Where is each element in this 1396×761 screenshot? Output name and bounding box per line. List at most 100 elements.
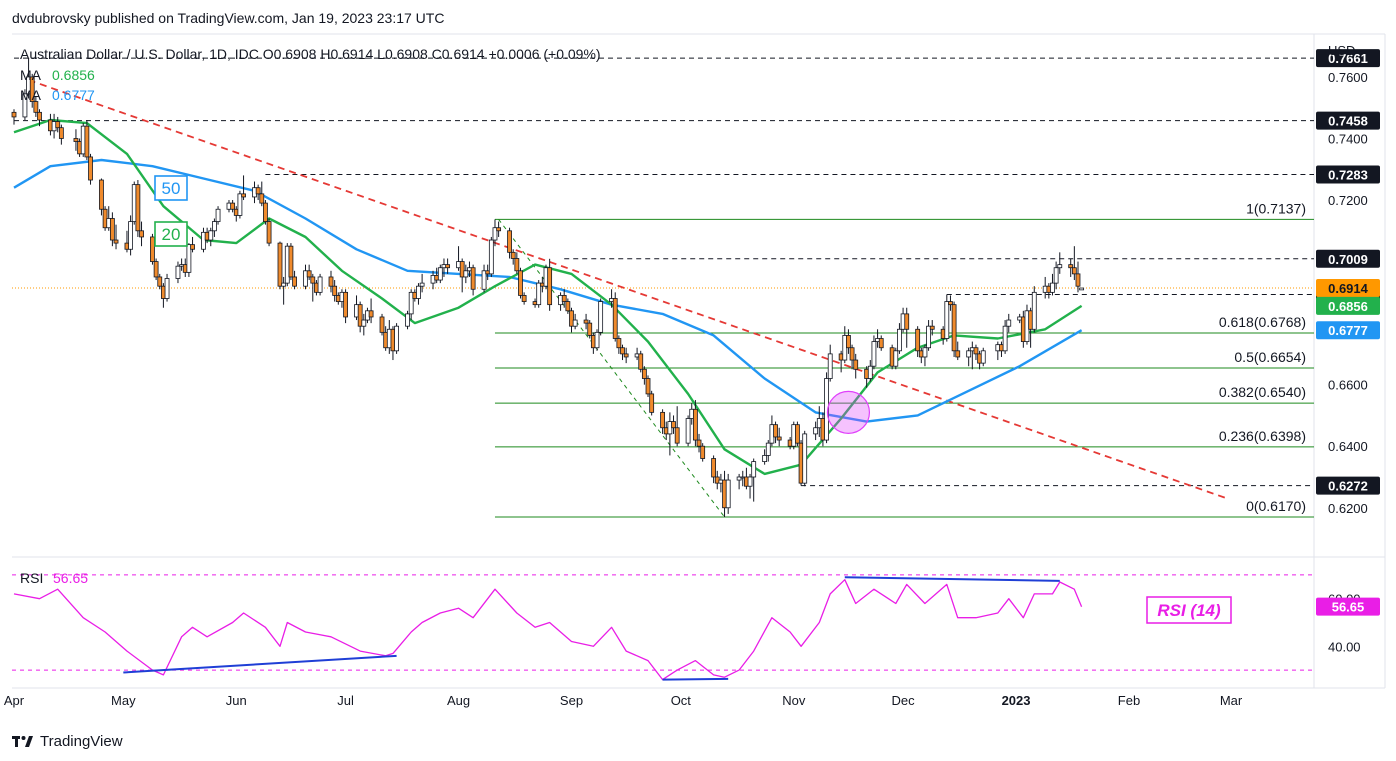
price-tag-text: 0.6856 <box>1328 299 1368 314</box>
candle <box>33 96 39 117</box>
candle-body <box>288 245 294 278</box>
candle <box>463 264 469 284</box>
candle-body <box>463 270 469 278</box>
candle-body <box>84 125 90 158</box>
candle <box>459 258 465 293</box>
price-tag-bg <box>1316 296 1380 315</box>
candle-body <box>692 408 698 441</box>
candle-body <box>751 461 757 478</box>
candle-body <box>408 291 414 315</box>
candle <box>802 430 808 487</box>
candle-body <box>241 193 246 198</box>
drawing-lines[interactable] <box>28 79 1228 518</box>
candle-body <box>11 111 17 118</box>
rsi-divergence-line <box>844 576 1060 582</box>
candle-body <box>470 267 476 290</box>
candle <box>1057 252 1063 274</box>
candle-body <box>109 218 115 241</box>
time-tick-label: May <box>111 693 136 708</box>
candle <box>139 221 144 247</box>
annotations[interactable]: 50 20 <box>154 175 871 434</box>
candle-body <box>139 230 144 238</box>
time-tick-label: Sep <box>560 693 583 708</box>
candle-body <box>638 353 644 370</box>
candle-body <box>492 227 498 241</box>
candle-body <box>649 393 655 413</box>
candle-body <box>263 202 268 222</box>
candle-body <box>379 316 385 333</box>
fib-label: 1(0.7137) <box>1246 200 1306 216</box>
rsi-legend-value: 56.65 <box>53 570 88 586</box>
candle <box>157 273 163 290</box>
candle <box>696 433 702 453</box>
time-tick-label: Jul <box>337 693 354 708</box>
ma50-legend-value: 0.6777 <box>52 87 95 103</box>
candle <box>361 313 367 336</box>
candle-body <box>915 328 921 352</box>
candle <box>437 264 443 284</box>
candle <box>853 353 859 379</box>
candle <box>153 258 159 281</box>
candle <box>255 184 261 201</box>
candle <box>620 344 625 361</box>
candle-body <box>153 261 159 278</box>
candle-body <box>685 418 691 444</box>
candle <box>507 227 512 259</box>
candle-body <box>113 239 119 244</box>
candle <box>700 443 706 462</box>
candle-body <box>310 276 316 284</box>
candle <box>871 335 877 370</box>
candle-body <box>164 278 170 299</box>
candle <box>1002 320 1008 354</box>
candle-body <box>175 265 181 279</box>
candle <box>292 270 297 290</box>
candle-body <box>1075 273 1081 287</box>
publisher-caption: dvdubrovsky published on TradingView.com… <box>12 10 445 26</box>
candle-body <box>765 442 771 456</box>
candle <box>926 320 931 351</box>
candle-body <box>641 368 647 379</box>
candle <box>692 400 698 447</box>
rsi-tick-label: 40.00 <box>1328 639 1361 654</box>
candle-body <box>944 301 950 339</box>
candle <box>84 120 90 161</box>
candle <box>288 243 294 281</box>
candle-body <box>736 476 742 481</box>
candle-body <box>306 270 312 278</box>
candle <box>521 292 527 305</box>
candle-body <box>157 276 163 287</box>
candle-body <box>926 325 931 349</box>
candle <box>317 273 323 296</box>
candle-body <box>33 101 39 113</box>
candle <box>481 264 487 293</box>
candle <box>201 227 206 253</box>
ma-tag-box-50 <box>154 175 188 201</box>
time-tick-label: Mar <box>1220 693 1243 708</box>
candle-body <box>328 276 334 287</box>
fibonacci-retracement[interactable]: 1(0.7137) 0.618(0.6768) 0.5(0.6654) 0.382(0… <box>494 200 1314 518</box>
ma20-legend-value: 0.6856 <box>52 67 95 83</box>
candle-body <box>55 121 61 129</box>
candle <box>536 280 542 308</box>
candle-body <box>671 421 676 429</box>
level-tag-text: 0.6272 <box>1328 479 1368 494</box>
candle-body <box>1068 264 1074 269</box>
footer-brand: TradingView <box>12 730 123 752</box>
candle-body <box>521 295 527 302</box>
candle-body <box>849 347 855 361</box>
candle <box>762 449 768 465</box>
level-tag-text: 0.7009 <box>1328 252 1368 267</box>
candle <box>915 326 921 357</box>
candle <box>893 347 899 370</box>
level-tag-bg-0.7661 <box>1316 49 1380 68</box>
candle <box>846 329 851 354</box>
time-tick-label: Dec <box>892 693 916 708</box>
rsi-value-badge-bg <box>1316 597 1380 616</box>
candle <box>496 221 502 237</box>
rsi-legend-label: RSI <box>20 570 43 586</box>
candle <box>11 109 17 125</box>
rsi-divergence-line <box>123 654 397 674</box>
price-tick-label: 0.6400 <box>1328 439 1368 454</box>
candle <box>518 267 523 299</box>
